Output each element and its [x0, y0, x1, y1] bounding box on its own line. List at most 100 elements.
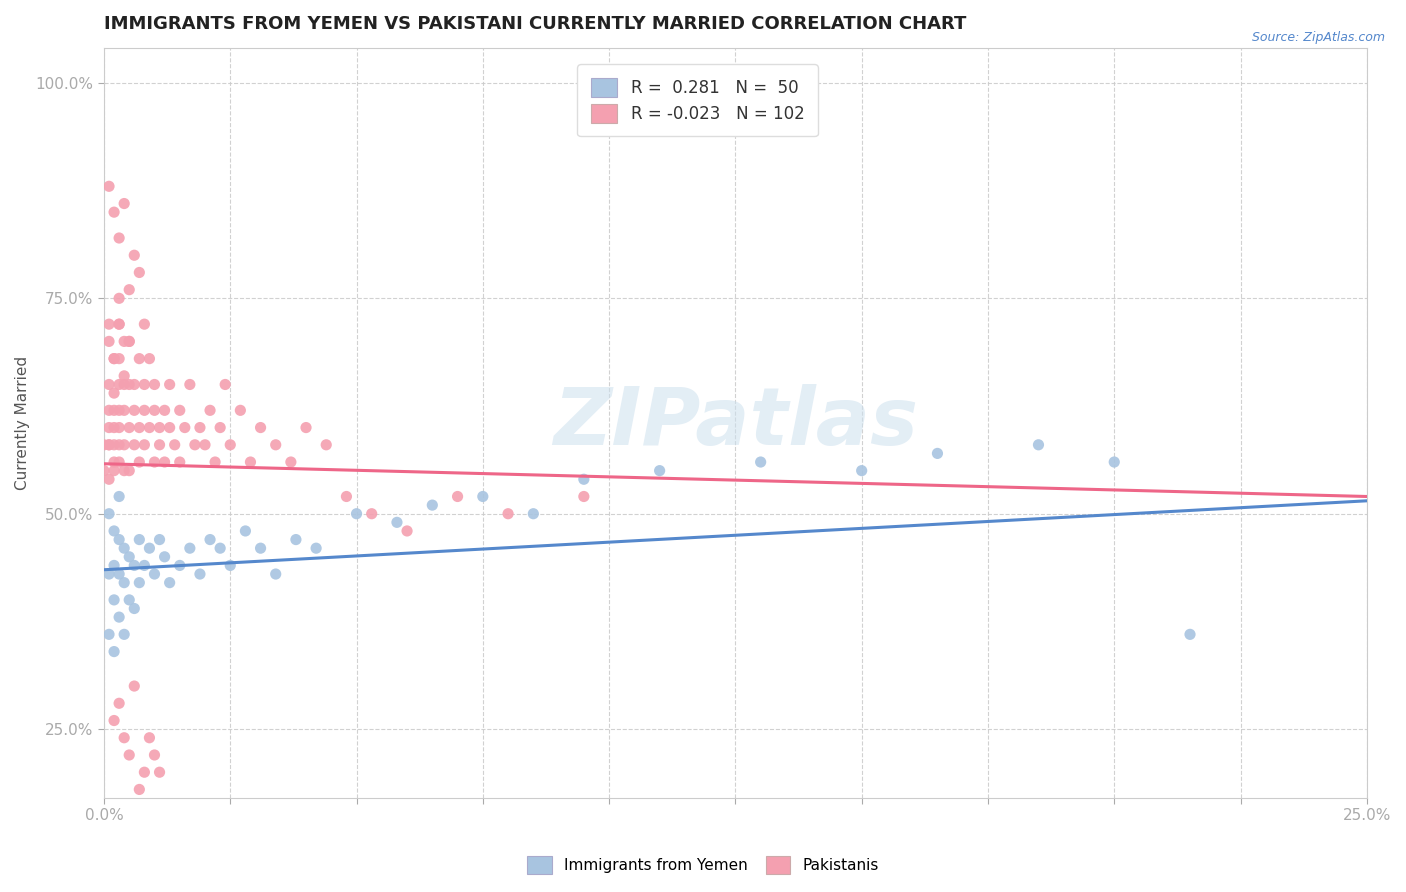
Point — [108, 291, 131, 305]
Point — [112, 196, 135, 211]
Y-axis label: Currently Married: Currently Married — [15, 356, 30, 491]
Point — [103, 593, 125, 607]
Point — [108, 455, 131, 469]
Point — [118, 334, 141, 349]
Point — [209, 420, 232, 434]
Point — [103, 438, 125, 452]
Point — [103, 644, 125, 658]
Point — [219, 438, 242, 452]
Point — [148, 420, 170, 434]
Point — [385, 516, 408, 530]
Point — [98, 567, 121, 582]
Point — [108, 567, 131, 582]
Point — [103, 524, 125, 538]
Point — [295, 420, 318, 434]
Point — [98, 179, 121, 194]
Point — [134, 377, 156, 392]
Point — [134, 558, 156, 573]
Point — [124, 558, 146, 573]
Point — [108, 696, 131, 710]
Point — [108, 377, 131, 392]
Point — [103, 464, 125, 478]
Point — [138, 731, 160, 745]
Point — [204, 455, 226, 469]
Point — [179, 541, 201, 556]
Point — [360, 507, 382, 521]
Point — [198, 533, 221, 547]
Point — [184, 438, 207, 452]
Point — [153, 403, 176, 417]
Point — [315, 438, 337, 452]
Point — [134, 317, 156, 331]
Point — [134, 403, 156, 417]
Point — [138, 351, 160, 366]
Point — [148, 765, 170, 780]
Point — [1178, 627, 1201, 641]
Point — [749, 455, 772, 469]
Legend: R =  0.281   N =  50, R = -0.023   N = 102: R = 0.281 N = 50, R = -0.023 N = 102 — [578, 64, 818, 136]
Point — [229, 403, 252, 417]
Point — [239, 455, 262, 469]
Point — [112, 438, 135, 452]
Point — [118, 283, 141, 297]
Point — [143, 403, 166, 417]
Point — [98, 438, 121, 452]
Point — [1102, 455, 1125, 469]
Point — [98, 472, 121, 486]
Point — [124, 377, 146, 392]
Text: ZIPatlas: ZIPatlas — [553, 384, 918, 462]
Point — [1028, 438, 1050, 452]
Point — [134, 765, 156, 780]
Point — [169, 558, 191, 573]
Point — [471, 490, 494, 504]
Point — [128, 575, 150, 590]
Point — [163, 438, 186, 452]
Point — [108, 231, 131, 245]
Point — [153, 549, 176, 564]
Point — [159, 575, 181, 590]
Point — [128, 455, 150, 469]
Point — [143, 455, 166, 469]
Point — [108, 420, 131, 434]
Point — [134, 438, 156, 452]
Point — [173, 420, 195, 434]
Point — [446, 490, 468, 504]
Point — [108, 533, 131, 547]
Point — [572, 490, 595, 504]
Point — [249, 541, 271, 556]
Point — [108, 438, 131, 452]
Point — [103, 455, 125, 469]
Point — [335, 490, 357, 504]
Point — [214, 377, 236, 392]
Point — [927, 446, 949, 460]
Point — [264, 567, 287, 582]
Point — [420, 498, 443, 512]
Point — [572, 472, 595, 486]
Point — [124, 438, 146, 452]
Point — [143, 747, 166, 762]
Point — [118, 377, 141, 392]
Point — [112, 541, 135, 556]
Point — [118, 334, 141, 349]
Point — [305, 541, 328, 556]
Point — [108, 317, 131, 331]
Point — [118, 549, 141, 564]
Point — [128, 782, 150, 797]
Point — [108, 403, 131, 417]
Point — [103, 351, 125, 366]
Point — [128, 351, 150, 366]
Text: IMMIGRANTS FROM YEMEN VS PAKISTANI CURRENTLY MARRIED CORRELATION CHART: IMMIGRANTS FROM YEMEN VS PAKISTANI CURRE… — [104, 15, 966, 33]
Point — [209, 541, 232, 556]
Point — [284, 533, 307, 547]
Text: Source: ZipAtlas.com: Source: ZipAtlas.com — [1251, 31, 1385, 45]
Legend: Immigrants from Yemen, Pakistanis: Immigrants from Yemen, Pakistanis — [522, 850, 884, 880]
Point — [522, 507, 544, 521]
Point — [112, 368, 135, 383]
Point — [112, 377, 135, 392]
Point — [169, 455, 191, 469]
Point — [249, 420, 271, 434]
Point — [118, 420, 141, 434]
Point — [108, 490, 131, 504]
Point — [169, 403, 191, 417]
Point — [98, 507, 121, 521]
